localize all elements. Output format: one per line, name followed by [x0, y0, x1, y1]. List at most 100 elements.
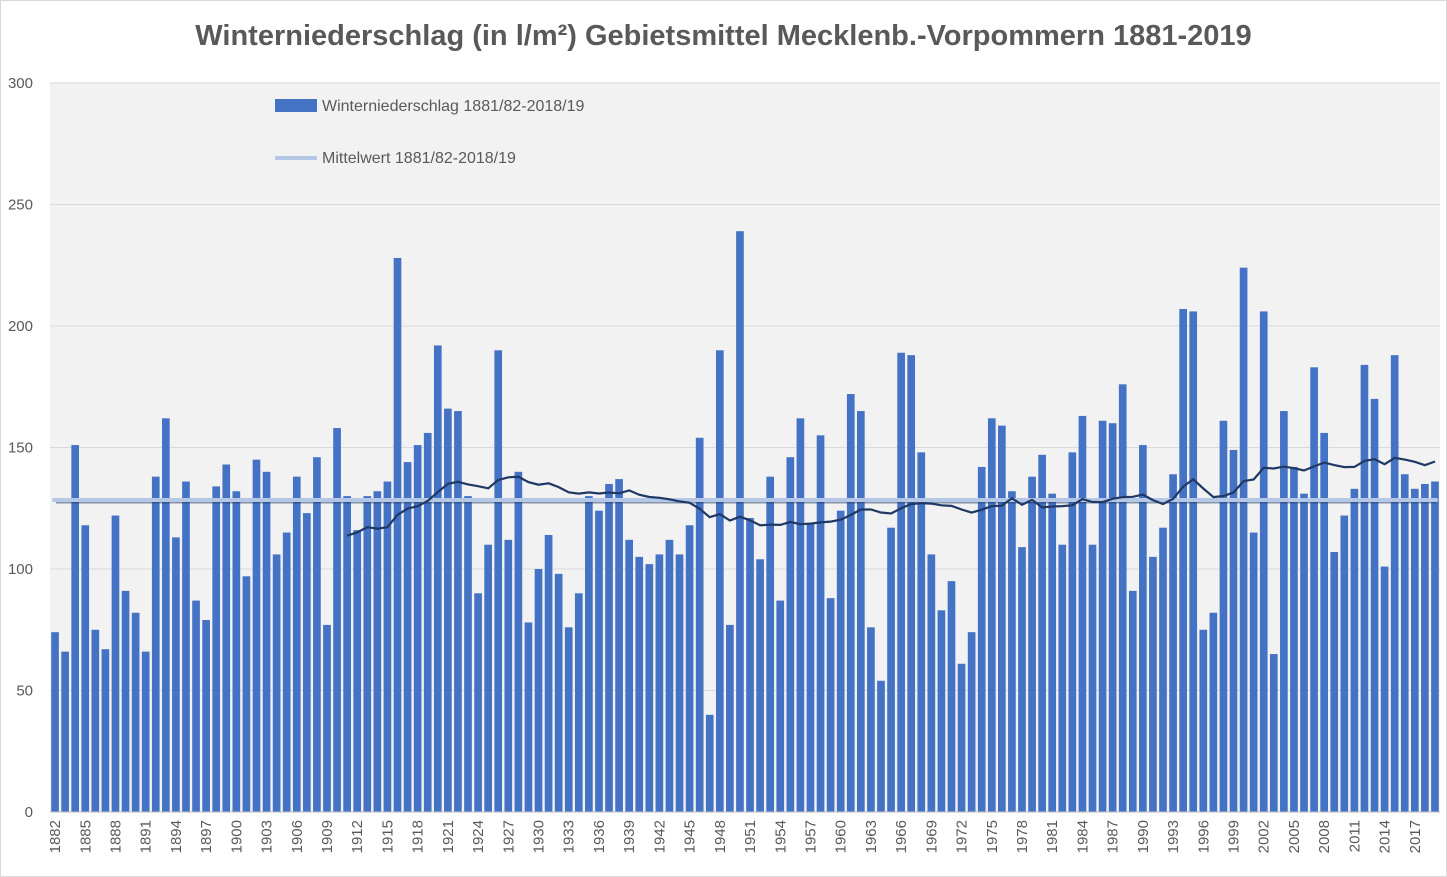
bar [514, 471, 523, 812]
bar [61, 651, 69, 812]
bar [927, 554, 936, 812]
bar [1038, 454, 1046, 812]
bar [1209, 612, 1218, 812]
bar [615, 479, 623, 812]
bar [746, 517, 754, 812]
bar [1290, 466, 1298, 812]
x-tick-label: 1894 [168, 820, 185, 853]
x-tick-label: 1981 [1044, 820, 1061, 853]
bar [444, 408, 452, 812]
bar [1008, 491, 1016, 812]
x-tick-label: 1966 [893, 820, 910, 853]
x-tick-label: 2017 [1407, 820, 1424, 853]
bar [272, 554, 281, 812]
x-tick-label: 1891 [138, 820, 155, 853]
x-tick-label: 1999 [1226, 820, 1243, 853]
bar [111, 515, 120, 812]
bar [726, 624, 734, 812]
bar [182, 481, 190, 812]
bar [715, 350, 724, 812]
bar [665, 539, 674, 812]
x-tick-label: 1912 [349, 820, 366, 853]
bar [574, 593, 583, 812]
bar [685, 525, 694, 812]
bar [655, 554, 664, 812]
bar [1028, 476, 1036, 812]
bar [967, 632, 976, 812]
x-tick-label: 2011 [1346, 820, 1363, 852]
bar [957, 663, 966, 812]
bar [71, 445, 80, 812]
bar [1410, 488, 1419, 812]
chart-title: Winterniederschlag (in l/m²) Gebietsmitt… [195, 20, 1252, 52]
bar [1300, 493, 1308, 812]
bar [937, 610, 946, 812]
bar [756, 559, 764, 812]
bar [605, 483, 613, 812]
bar [524, 622, 533, 812]
bar [464, 496, 472, 812]
bar [705, 714, 714, 812]
x-tick-label: 1915 [379, 820, 396, 853]
bar [645, 564, 654, 812]
y-tick-label: 250 [8, 197, 33, 214]
bar [1400, 474, 1409, 812]
y-tick-label: 0 [25, 804, 33, 821]
bar [131, 612, 140, 812]
legend-label-bars: Winterniederschlag 1881/82-2018/19 [322, 98, 585, 115]
bar [1259, 311, 1268, 812]
bar [987, 418, 996, 812]
bar [846, 394, 855, 812]
bar [101, 649, 110, 812]
x-tick-label: 1900 [228, 820, 245, 853]
bar [1219, 420, 1228, 812]
bar [1360, 364, 1369, 812]
bar [423, 432, 432, 812]
bar [917, 452, 926, 812]
x-tick-label: 1984 [1074, 820, 1091, 853]
x-tick-label: 2002 [1256, 820, 1273, 853]
bar [303, 513, 311, 812]
legend-label-mean: Mittelwert 1881/82-2018/19 [322, 150, 516, 167]
y-tick-label: 100 [8, 561, 33, 578]
bar [413, 445, 422, 812]
x-tick-label: 1882 [47, 820, 64, 853]
bar [91, 629, 100, 812]
x-tick-label: 1969 [923, 820, 940, 853]
bar [796, 418, 805, 812]
x-tick-label: 2014 [1377, 820, 1394, 853]
x-tick-label: 1885 [77, 820, 94, 853]
bar [786, 457, 795, 812]
bar [977, 466, 986, 812]
bar [1139, 445, 1147, 812]
bar [222, 464, 231, 812]
bar [292, 476, 301, 812]
x-tick-label: 1945 [682, 820, 699, 853]
bar [141, 651, 150, 812]
x-tick-label: 1957 [802, 820, 819, 853]
bar [151, 476, 160, 812]
x-tick-label: 1942 [651, 820, 668, 853]
bar [1189, 311, 1198, 812]
x-tick-label: 1951 [742, 820, 759, 853]
x-tick-label: 1921 [440, 820, 457, 853]
bar [826, 598, 835, 812]
bar [333, 428, 341, 812]
x-tick-label: 1990 [1135, 820, 1152, 853]
bar [212, 486, 221, 812]
x-tick-label: 1939 [621, 820, 638, 853]
bar [1269, 654, 1278, 812]
bar [1078, 415, 1087, 812]
x-tick-label: 1996 [1195, 820, 1212, 853]
bar [695, 437, 704, 812]
x-tick-label: 1993 [1165, 820, 1182, 853]
bar [534, 569, 543, 812]
bar [1108, 423, 1117, 812]
bar [403, 462, 412, 812]
bar [313, 457, 321, 812]
bar [51, 632, 59, 812]
bar [816, 435, 825, 812]
bar [1179, 308, 1187, 812]
bar [282, 532, 291, 812]
bar [454, 411, 462, 812]
